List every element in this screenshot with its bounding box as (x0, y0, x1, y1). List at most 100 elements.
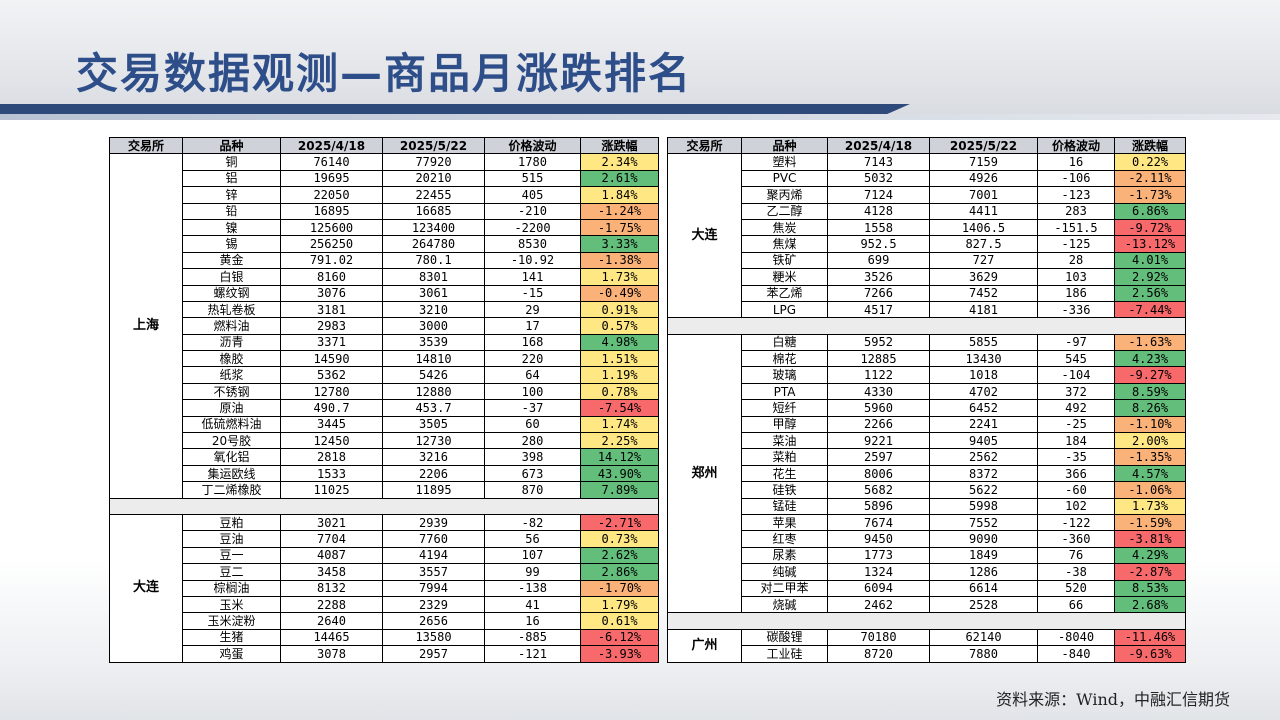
change-cell: 103 (1037, 268, 1115, 286)
pct-cell: 2.61% (580, 169, 659, 188)
pct-cell: 2.68% (1114, 595, 1186, 614)
price-new-cell: 8301 (382, 268, 485, 286)
price-new-cell: 4926 (929, 169, 1038, 188)
table-row: 大连 豆粕 3021 2939 -82 -2.71% (109, 513, 659, 663)
product-cell: LPG (741, 300, 828, 319)
price-old-cell: 490.7 (280, 399, 383, 417)
price-new-cell: 780.1 (382, 251, 485, 270)
price-new-cell: 2329 (382, 595, 485, 614)
table-row: 玉米淀粉 2640 2656 16 0.61% (110, 612, 659, 630)
change-cell: 28 (1037, 251, 1115, 270)
price-old-cell: 12885 (827, 350, 930, 368)
change-cell: 366 (1037, 464, 1115, 483)
product-cell: 橡胶 (182, 350, 281, 368)
product-cell: 纯碱 (741, 563, 828, 581)
table-row: 生猪 14465 13580 -885 -6.12% (110, 628, 659, 647)
table-row: 烧碱 2462 2528 66 2.68% (668, 595, 1186, 614)
price-old-cell: 70180 (827, 628, 930, 647)
change-cell: 16 (484, 612, 581, 630)
price-new-cell: 1849 (929, 546, 1038, 565)
exchange-cell: 大连 (667, 153, 742, 319)
price-new-cell: 827.5 (929, 235, 1038, 253)
pct-cell: -2.11% (1114, 169, 1186, 188)
pct-cell: -1.59% (1114, 513, 1186, 532)
table-row: 花生 8006 8372 366 4.57% (668, 464, 1186, 483)
price-new-cell: 4411 (929, 202, 1038, 220)
table-row: 焦炭 1558 1406.5 -151.5 -9.72% (668, 218, 1186, 237)
pct-cell: 8.26% (1114, 399, 1186, 417)
header-stripe-light (0, 114, 1280, 120)
change-cell: -15 (484, 284, 581, 302)
pct-cell: 4.98% (580, 333, 659, 352)
price-new-cell: 12730 (382, 432, 485, 450)
pct-cell: 1.74% (580, 415, 659, 434)
product-cell: 不锈钢 (182, 382, 281, 401)
pct-cell: 1.84% (580, 186, 659, 204)
product-cell: 乙二醇 (741, 202, 828, 220)
pct-cell: -1.73% (1114, 186, 1186, 204)
page-title: 交易数据观测—商品月涨跌排名 (76, 49, 693, 98)
pct-cell: -1.24% (580, 202, 659, 220)
separator-cell (667, 612, 1186, 630)
price-old-cell: 11025 (280, 481, 383, 499)
change-cell: 29 (484, 300, 581, 319)
pct-cell: 3.33% (580, 235, 659, 253)
price-new-cell: 2528 (929, 595, 1038, 614)
price-new-cell: 3210 (382, 300, 485, 319)
product-cell: 菜粕 (741, 448, 828, 466)
price-new-cell: 4194 (382, 546, 485, 565)
price-old-cell: 256250 (280, 235, 383, 253)
price-old-cell: 19695 (280, 169, 383, 188)
table-row: 螺纹钢 3076 3061 -15 -0.49% (110, 284, 659, 302)
table-row: 玻璃 1122 1018 -104 -9.27% (668, 366, 1186, 384)
product-cell: 豆一 (182, 546, 281, 565)
price-old-cell: 952.5 (827, 235, 930, 253)
pct-cell: -1.10% (1114, 415, 1186, 434)
price-old-cell: 7266 (827, 284, 930, 302)
change-cell: 515 (484, 169, 581, 188)
price-old-cell: 76140 (280, 153, 383, 171)
change-cell: 372 (1037, 382, 1115, 401)
price-new-cell: 2206 (382, 464, 485, 483)
price-old-cell: 3371 (280, 333, 383, 352)
price-old-cell: 9450 (827, 530, 930, 548)
header-stripe-dark (0, 104, 910, 116)
product-cell: 集运欧线 (182, 464, 281, 483)
price-new-cell: 3216 (382, 448, 485, 466)
column-header: 价格波动 (484, 136, 581, 155)
price-new-cell: 2656 (382, 612, 485, 630)
price-new-cell: 1286 (929, 563, 1038, 581)
product-cell: 棉花 (741, 350, 828, 368)
change-cell: -360 (1037, 530, 1115, 548)
pct-cell: 4.23% (1114, 350, 1186, 368)
table-row: 硅铁 5682 5622 -60 -1.06% (668, 481, 1186, 499)
table-row: 郑州 白糖 5952 5855 -97 -1.63% (667, 333, 1186, 614)
change-cell: 17 (484, 317, 581, 335)
price-old-cell: 8720 (827, 645, 930, 663)
product-cell: 红枣 (741, 530, 828, 548)
price-old-cell: 22050 (280, 186, 383, 204)
table-row: 纸浆 5362 5426 64 1.19% (110, 366, 659, 384)
pct-cell: 1.79% (580, 595, 659, 614)
change-cell: -123 (1037, 186, 1115, 204)
price-old-cell: 5362 (280, 366, 383, 384)
table-row: PTA 4330 4702 372 8.59% (668, 382, 1186, 401)
table-row: 菜油 9221 9405 184 2.00% (668, 432, 1186, 450)
exchange-cell: 郑州 (667, 333, 742, 614)
price-new-cell: 12880 (382, 382, 485, 401)
table-row: 锡 256250 264780 8530 3.33% (110, 235, 659, 253)
pct-cell: 1.73% (1114, 497, 1186, 515)
table-row: 镍 125600 123400 -2200 -1.75% (110, 218, 659, 237)
product-cell: PTA (741, 382, 828, 401)
price-new-cell: 264780 (382, 235, 485, 253)
price-new-cell: 2562 (929, 448, 1038, 466)
header-band (0, 0, 1280, 115)
exchange-cell: 广州 (667, 628, 742, 663)
product-cell: 生猪 (182, 628, 281, 647)
product-cell: 尿素 (741, 546, 828, 565)
price-new-cell: 2939 (382, 513, 485, 532)
product-cell: 工业硅 (741, 645, 828, 663)
pct-cell: -3.93% (580, 645, 659, 663)
price-new-cell: 1018 (929, 366, 1038, 384)
column-header: 交易所 (667, 136, 742, 155)
